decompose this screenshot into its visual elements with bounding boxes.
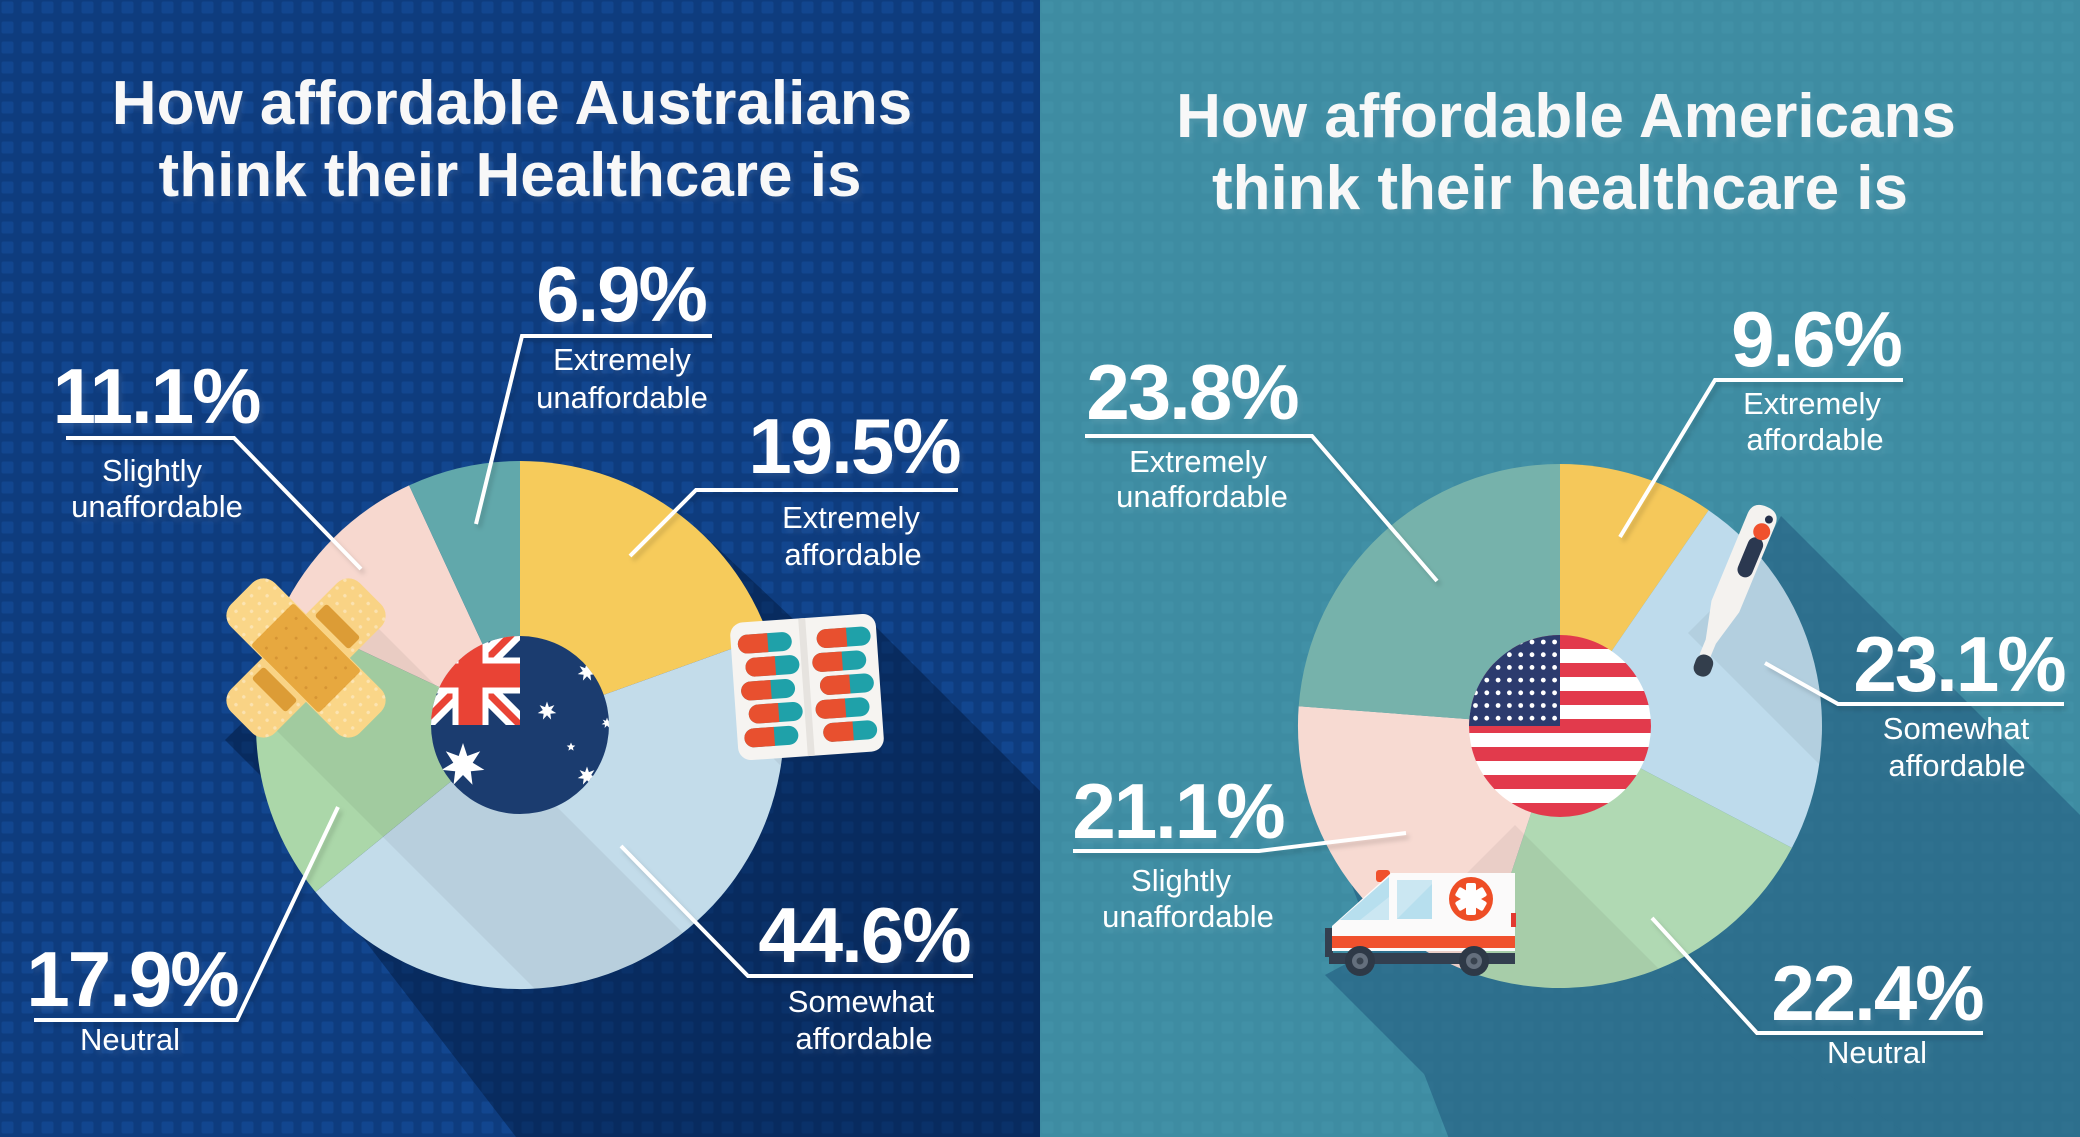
svg-text:Slightly: Slightly (105, 457, 205, 492)
svg-text:Slightly: Slightly (1134, 867, 1234, 902)
svg-text:9.6%: 9.6% (1731, 295, 1901, 383)
svg-text:unaffordable: unaffordable (1119, 483, 1291, 518)
svg-text:21.1%: 21.1% (1072, 767, 1284, 855)
svg-text:Extremely: Extremely (782, 500, 920, 535)
svg-text:22.4%: 22.4% (1774, 953, 1986, 1041)
svg-text:Extremely: Extremely (1746, 390, 1884, 425)
svg-text:Extremely: Extremely (1129, 444, 1267, 479)
svg-text:Somewhat: Somewhat (788, 984, 935, 1019)
svg-text:11.1%: 11.1% (53, 352, 261, 440)
svg-text:Extremely: Extremely (556, 346, 694, 381)
svg-text:affordable: affordable (784, 537, 921, 572)
svg-text:affordable: affordable (1746, 422, 1883, 457)
svg-text:22.4%: 22.4% (1771, 949, 1983, 1037)
svg-text:Extremely: Extremely (1132, 448, 1270, 483)
svg-text:How affordable Americans: How affordable Americans (1179, 86, 1959, 155)
svg-text:How affordable Australians: How affordable Australians (112, 69, 912, 138)
svg-text:23.1%: 23.1% (1856, 624, 2068, 712)
svg-text:Somewhat: Somewhat (791, 988, 938, 1023)
svg-text:Somewhat: Somewhat (1886, 715, 2033, 750)
svg-text:6.9%: 6.9% (536, 250, 706, 338)
svg-text:How affordable Americans: How affordable Americans (1176, 82, 1956, 151)
svg-text:affordable: affordable (1888, 748, 2025, 783)
svg-text:How affordable Australians: How affordable Australians (115, 73, 915, 142)
svg-text:Extremely: Extremely (785, 504, 923, 539)
svg-text:think their healthcare is: think their healthcare is (1212, 154, 1908, 223)
svg-text:44.6%: 44.6% (758, 891, 970, 979)
svg-text:unaffordable: unaffordable (1105, 903, 1277, 938)
svg-text:19.5%: 19.5% (751, 406, 963, 494)
svg-text:Slightly: Slightly (1131, 863, 1231, 898)
svg-text:Extremely: Extremely (1743, 386, 1881, 421)
svg-text:17.9%: 17.9% (29, 939, 241, 1027)
svg-text:affordable: affordable (787, 541, 924, 576)
svg-text:Neutral: Neutral (1830, 1039, 1930, 1074)
svg-text:unaffordable: unaffordable (1102, 899, 1274, 934)
svg-text:Slightly: Slightly (102, 453, 202, 488)
svg-text:9.6%: 9.6% (1734, 299, 1904, 387)
svg-text:21.1%: 21.1% (1075, 771, 1287, 859)
svg-text:unaffordable: unaffordable (74, 493, 246, 528)
svg-text:Extremely: Extremely (553, 342, 691, 377)
svg-text:unaffordable: unaffordable (536, 380, 708, 415)
svg-text:Neutral: Neutral (1827, 1035, 1927, 1070)
svg-text:unaffordable: unaffordable (1116, 479, 1288, 514)
svg-text:Neutral: Neutral (80, 1022, 180, 1057)
svg-text:think their Healthcare is: think their Healthcare is (159, 141, 862, 210)
svg-text:think their Healthcare is: think their Healthcare is (162, 145, 865, 214)
svg-text:affordable: affordable (1891, 752, 2028, 787)
svg-text:44.6%: 44.6% (761, 895, 973, 983)
svg-text:Neutral: Neutral (83, 1026, 183, 1061)
svg-text:23.1%: 23.1% (1853, 620, 2065, 708)
svg-text:affordable: affordable (798, 1025, 935, 1060)
svg-text:affordable: affordable (1749, 426, 1886, 461)
svg-text:23.8%: 23.8% (1086, 348, 1298, 436)
svg-text:unaffordable: unaffordable (71, 489, 243, 524)
svg-text:23.8%: 23.8% (1089, 352, 1301, 440)
svg-text:affordable: affordable (795, 1021, 932, 1056)
svg-text:unaffordable: unaffordable (539, 384, 711, 419)
svg-text:19.5%: 19.5% (748, 402, 960, 490)
svg-text:Somewhat: Somewhat (1883, 711, 2030, 746)
svg-text:6.9%: 6.9% (539, 254, 709, 342)
svg-text:think their healthcare is: think their healthcare is (1215, 158, 1911, 227)
svg-text:17.9%: 17.9% (26, 935, 238, 1023)
svg-text:11.1%: 11.1% (56, 356, 264, 444)
